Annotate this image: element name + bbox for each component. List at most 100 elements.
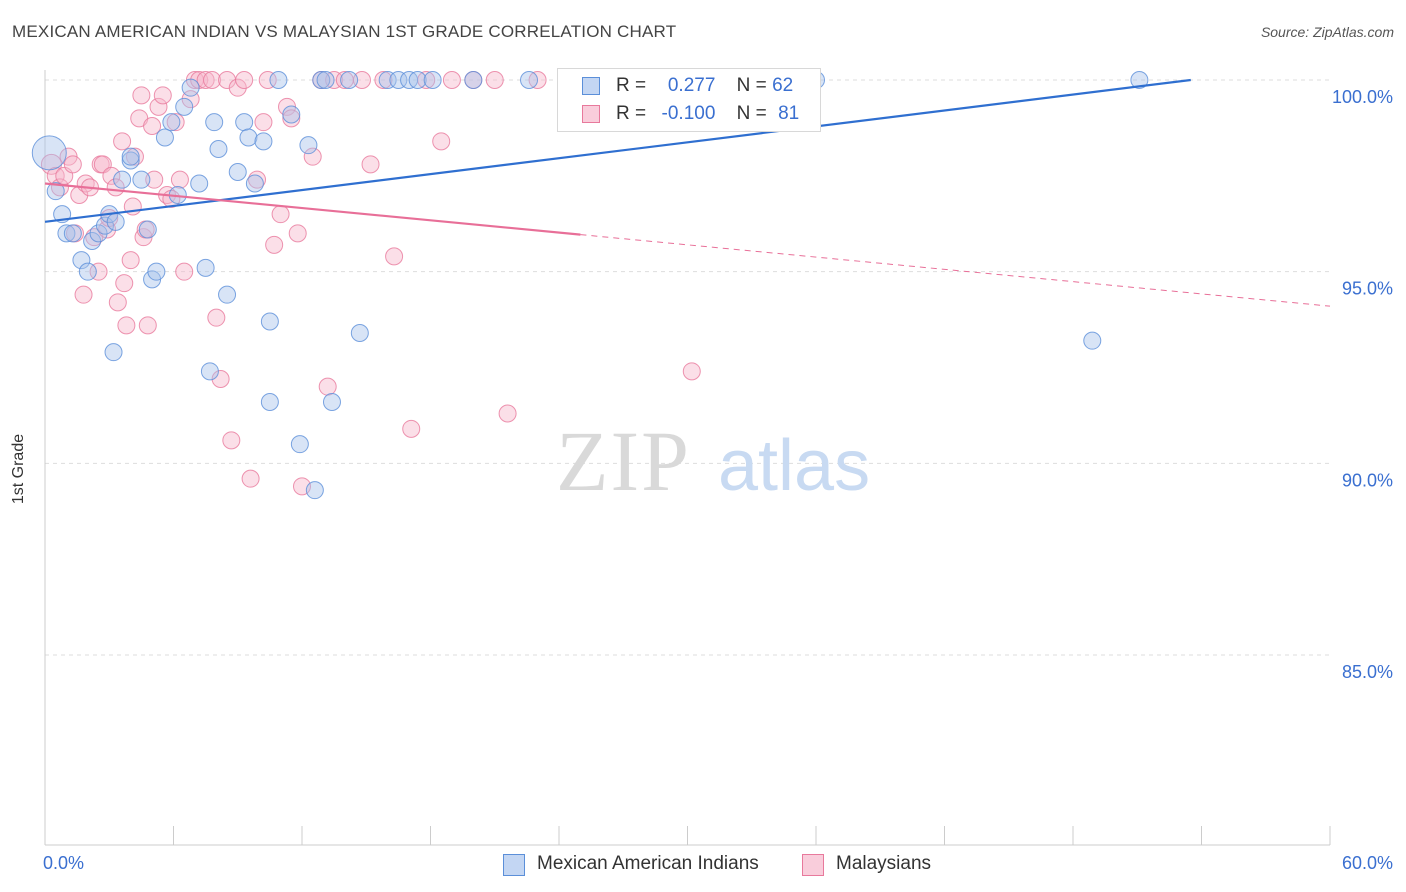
legend-r-label: R = — [616, 103, 647, 124]
axes — [44, 70, 1331, 846]
blue-point — [290, 435, 309, 454]
legend-n-value: 81 — [778, 103, 800, 124]
legend-n-value: 62 — [772, 75, 794, 96]
blue-point — [31, 135, 67, 171]
blue-point — [132, 170, 151, 189]
blue-point — [46, 182, 65, 201]
legend-r-label: R = — [616, 75, 647, 96]
legend-swatch-blue — [503, 854, 525, 876]
blue-point — [464, 71, 483, 89]
pink-point — [196, 71, 215, 89]
legend-n-label: N = — [736, 103, 767, 124]
pink-point — [89, 262, 108, 281]
blue-point — [72, 251, 91, 270]
pink-point — [166, 113, 185, 132]
pink-point — [143, 117, 162, 135]
blue-trend-line — [44, 78, 1191, 223]
pink-point — [498, 404, 517, 423]
blue-point — [57, 224, 76, 243]
pink-point — [102, 166, 121, 185]
blue-point — [316, 71, 335, 89]
blue-point — [408, 71, 427, 89]
blue-point — [389, 71, 408, 89]
pink-point — [288, 224, 307, 243]
tick-labels: 100.0% 95.0% 90.0% 85.0% 0.0% 60.0% — [43, 87, 1393, 873]
blue-point — [138, 220, 157, 239]
pink-point — [265, 235, 284, 254]
legend-n-label: N = — [736, 75, 767, 96]
blue-point — [322, 393, 341, 411]
pink-point — [175, 262, 194, 281]
blue-point — [63, 224, 82, 243]
pink-point — [170, 170, 189, 189]
pink-point — [228, 78, 247, 97]
blue-point — [155, 128, 174, 147]
pink-point — [258, 71, 277, 89]
legend-r-value: 0.277 — [667, 75, 716, 96]
pink-point — [207, 308, 226, 327]
legend-swatch-pink — [582, 105, 600, 123]
blue-point — [228, 163, 247, 181]
blue-point — [209, 140, 228, 158]
blue-point — [299, 136, 318, 155]
pink-point — [385, 247, 404, 266]
x-tick-label: 0.0% — [43, 853, 84, 873]
pink-point — [318, 377, 337, 396]
blue-point — [78, 262, 97, 281]
y-tick-label: 100.0% — [1332, 87, 1393, 107]
pink-point — [149, 97, 168, 116]
pink-point — [282, 109, 301, 128]
blue-point — [104, 343, 123, 362]
pink-point — [303, 147, 322, 166]
pink-point — [361, 155, 380, 174]
pink-point — [132, 86, 151, 105]
pink-point — [153, 86, 172, 105]
blue-point — [260, 312, 279, 331]
pink-point — [352, 71, 371, 89]
blue-point — [205, 113, 224, 132]
blue-point — [190, 174, 209, 193]
blue-point — [239, 128, 258, 147]
pink-point — [222, 431, 241, 450]
pink-point — [117, 316, 136, 335]
blue-point — [196, 258, 215, 277]
watermark-atlas: atlas — [718, 426, 870, 506]
chart-title: MEXICAN AMERICAN INDIAN VS MALAYSIAN 1ST… — [12, 22, 677, 41]
blue-point — [200, 362, 219, 381]
trend-lines — [44, 78, 1331, 307]
pink-point — [145, 170, 164, 189]
blue-point — [83, 232, 102, 250]
blue-point — [340, 71, 359, 89]
blue-point — [121, 151, 140, 170]
pink-point — [63, 155, 82, 174]
blue-point — [260, 393, 279, 411]
blue-point — [245, 174, 264, 193]
pink-point — [138, 316, 157, 335]
pink-point — [121, 251, 140, 270]
blue-point — [269, 71, 288, 89]
pink-point — [211, 370, 230, 388]
pink-point — [485, 71, 504, 89]
legend-label: Mexican American Indians — [537, 853, 759, 874]
blue-point — [1083, 331, 1102, 350]
blue-point — [162, 113, 181, 132]
blue-point — [282, 105, 301, 124]
pink-point — [271, 205, 290, 224]
blue-point — [235, 113, 254, 132]
y-axis-label-wrap: 1st Grade — [4, 420, 44, 520]
blue-point — [423, 71, 442, 89]
pink-trend-line — [44, 182, 581, 236]
stats-legend: R = 0.277 N = 62 R = -0.100 N = 81 — [557, 68, 821, 132]
blue-point — [121, 147, 140, 166]
blue-point — [378, 71, 397, 89]
y-axis-label: 1st Grade — [10, 433, 28, 505]
blue-point — [218, 285, 237, 304]
blue-point — [181, 78, 200, 97]
pink-point — [115, 274, 134, 293]
legend-swatch-blue — [582, 77, 600, 95]
pink-point — [108, 293, 127, 312]
pink-point — [203, 71, 222, 89]
pink-point — [432, 132, 451, 151]
y-tick-label: 95.0% — [1342, 279, 1393, 299]
